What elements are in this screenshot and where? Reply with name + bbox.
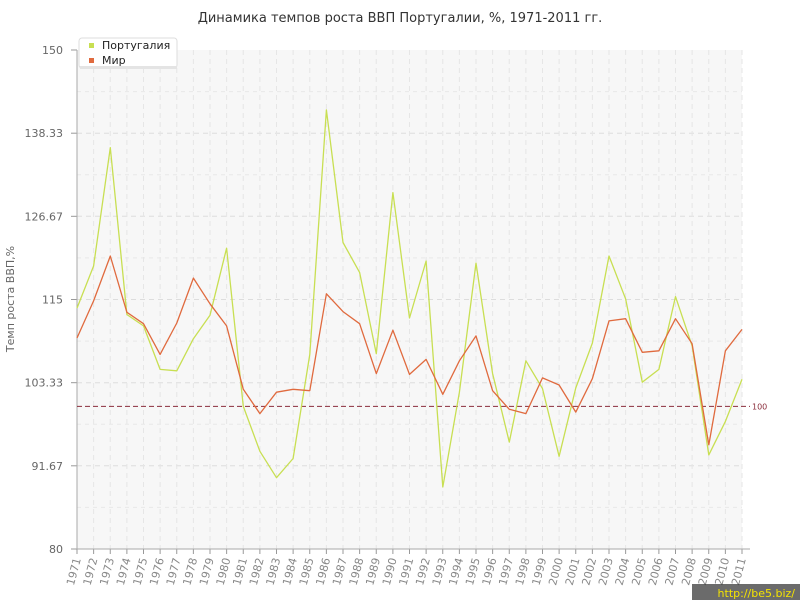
- grid: [77, 50, 743, 549]
- legend-shadow: [80, 66, 177, 69]
- series-lines: [76, 109, 743, 488]
- legend-item-portugal[interactable]: Португалия: [102, 39, 170, 52]
- y-tick-label: 80: [49, 543, 63, 556]
- axes: [71, 49, 750, 554]
- legend-swatch: [89, 43, 94, 48]
- y-tick-labels: 80 91.67 103.33 115 126.67 138.33 150: [25, 44, 64, 556]
- reference-line-label: 100: [752, 402, 767, 411]
- y-tick-label: 126.67: [25, 210, 64, 223]
- series-line-portugal: [76, 109, 743, 488]
- reference-line-group: 100: [77, 402, 767, 411]
- y-tick-label: 103.33: [25, 377, 64, 390]
- legend-swatch: [89, 58, 94, 63]
- y-axis-label: Темп роста ВВП,%: [4, 246, 17, 353]
- watermark-background: [692, 584, 800, 600]
- y-tick-label: 91.67: [32, 460, 64, 473]
- series-line-world: [76, 255, 743, 446]
- chart-title: Динамика темпов роста ВВП Португалии, %,…: [198, 11, 603, 26]
- legend[interactable]: Португалия Мир: [78, 37, 178, 69]
- y-tick-label: 115: [42, 294, 63, 307]
- y-tick-label: 138.33: [25, 127, 64, 140]
- legend-item-world[interactable]: Мир: [102, 54, 126, 67]
- watermark-text: http://be5.biz/: [718, 587, 796, 600]
- y-tick-label: 150: [42, 44, 63, 57]
